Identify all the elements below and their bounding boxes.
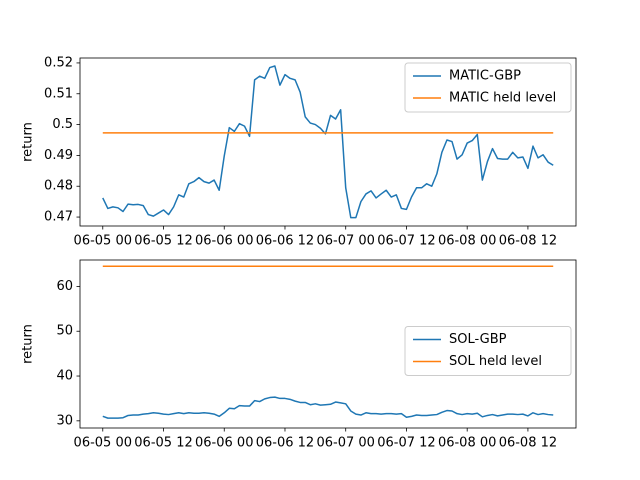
x-tick-label: 06-08 12 (499, 436, 557, 451)
x-tick-label: 06-07 12 (377, 436, 435, 451)
legend-box (404, 62, 572, 113)
legend-label: SOL-GBP (449, 332, 507, 347)
legend: MATIC-GBP MATIC held level (404, 62, 572, 113)
legend-label: SOL held level (449, 354, 542, 369)
x-tick-label: 06-06 12 (256, 436, 314, 451)
x-tick-label: 06-08 00 (438, 436, 496, 451)
x-tick-label: 06-08 12 (499, 234, 557, 249)
y-tick-label: 0.47 (44, 210, 73, 225)
x-tick-label: 06-06 00 (195, 234, 253, 249)
axes-frame (79, 57, 577, 227)
y-tick-label: 0.49 (44, 148, 73, 163)
y-tick-label: 50 (56, 324, 73, 339)
x-tick-label: 06-07 12 (377, 234, 435, 249)
y-tick-label: 60 (56, 279, 73, 294)
y-axis-label: return (21, 122, 36, 162)
y-tick-label: 40 (56, 369, 73, 384)
x-tick-label: 06-07 00 (316, 234, 374, 249)
x-tick-label: 06-06 12 (256, 234, 314, 249)
y-tick-label: 0.48 (44, 179, 73, 194)
y-tick-label: 30 (56, 413, 73, 428)
x-tick-label: 06-06 00 (195, 436, 253, 451)
x-tick-label: 06-07 00 (316, 436, 374, 451)
axes-frame (79, 259, 577, 429)
legend-label: MATIC held level (449, 91, 556, 106)
x-tick-label: 06-05 12 (134, 234, 192, 249)
legend-box (404, 326, 572, 376)
y-tick-label: 0.51 (44, 86, 73, 101)
x-tick-label: 06-05 12 (134, 436, 192, 451)
x-tick-label: 06-08 00 (438, 234, 496, 249)
series-line (102, 396, 554, 419)
legend: SOL-GBP SOL held level (404, 326, 572, 376)
y-tick-label: 0.52 (44, 55, 73, 70)
y-tick-label: 0.5 (52, 117, 73, 132)
legend-label: MATIC-GBP (449, 69, 521, 84)
x-tick-label: 06-05 00 (74, 234, 132, 249)
x-tick-label: 06-05 00 (74, 436, 132, 451)
series-line (102, 65, 554, 219)
y-axis-label: return (21, 324, 36, 364)
